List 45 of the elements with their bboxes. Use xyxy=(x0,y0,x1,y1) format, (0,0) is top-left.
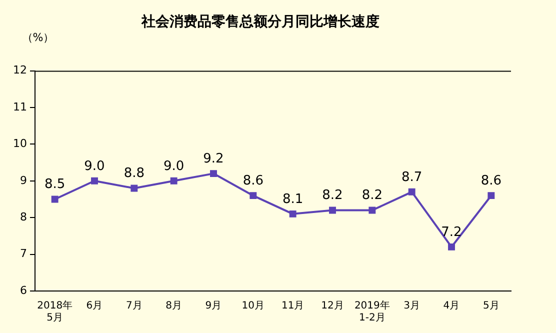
point xyxy=(250,192,257,200)
x-tick-label: 12月 xyxy=(321,300,344,312)
x-tick-label: 6月 xyxy=(86,300,103,312)
data-label: 8.6 xyxy=(242,173,264,188)
x-tick-label: 7月 xyxy=(126,300,142,312)
point xyxy=(130,184,138,192)
y-tick-label: 9 xyxy=(20,174,27,187)
y-tick-label: 7 xyxy=(20,247,27,260)
y-tick-label: 6 xyxy=(20,284,27,297)
y-tick-label: 10 xyxy=(12,137,27,150)
x-tick-label: 2018年 5月 xyxy=(37,300,73,324)
point xyxy=(289,210,296,218)
x-tick-label: 10月 xyxy=(242,300,265,312)
x-tick-label: 11月 xyxy=(281,300,304,312)
data-label: 8.5 xyxy=(44,177,66,192)
data-label: 7.2 xyxy=(441,224,462,240)
x-tick-label: 5月 xyxy=(482,300,500,312)
x-tick-label: 3月 xyxy=(404,300,420,312)
data-label: 8.1 xyxy=(282,192,304,207)
data-label: 9.0 xyxy=(163,158,184,174)
point xyxy=(170,177,178,184)
x-tick-label: 8月 xyxy=(166,300,182,312)
point xyxy=(368,206,376,214)
data-label: 8.2 xyxy=(322,188,343,204)
point xyxy=(91,177,98,184)
data-label: 8.8 xyxy=(124,166,145,182)
point xyxy=(448,243,455,250)
data-label: 9.2 xyxy=(203,151,224,166)
data-label: 8.6 xyxy=(480,173,502,188)
data-label: 8.2 xyxy=(362,188,383,204)
point xyxy=(210,170,217,178)
y-tick-label: 11 xyxy=(12,100,27,114)
chart-title: 社会消费品零售总额分月同比增长速度 xyxy=(140,13,380,30)
point xyxy=(329,206,336,214)
point xyxy=(488,192,495,200)
y-tick-label: 8 xyxy=(20,210,27,224)
y-axis-title: （%） xyxy=(22,30,54,44)
x-tick-label: 4月 xyxy=(443,300,460,312)
point xyxy=(51,196,58,203)
x-tick-label: 9月 xyxy=(205,300,222,312)
data-label: 9.0 xyxy=(84,158,105,174)
point xyxy=(408,188,416,196)
y-tick-label: 12 xyxy=(12,64,27,77)
data-label: 8.7 xyxy=(401,170,422,185)
x-tick-label: 2019年 1-2月 xyxy=(354,300,390,324)
